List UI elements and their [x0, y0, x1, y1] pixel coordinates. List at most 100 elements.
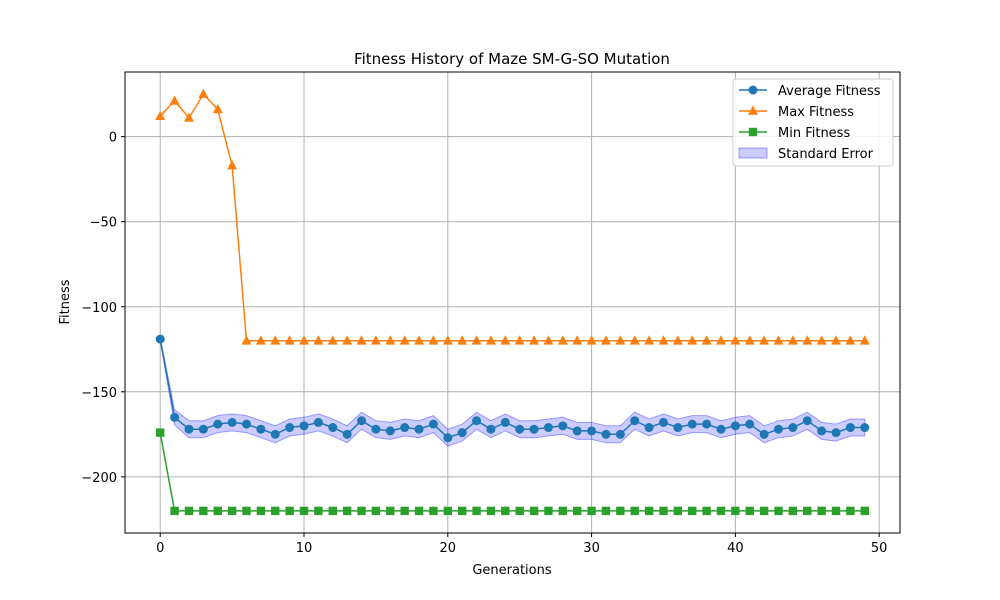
min-fitness-point — [745, 506, 754, 516]
average-fitness-point — [472, 416, 482, 426]
max-fitness-series — [155, 88, 870, 345]
min-fitness-point — [529, 506, 539, 516]
min-fitness-point — [429, 506, 438, 516]
min-fitness-point — [731, 506, 740, 516]
max-fitness-point — [270, 335, 281, 345]
max-fitness-point — [787, 335, 798, 345]
min-fitness-point — [544, 506, 553, 516]
average-fitness-point — [443, 433, 453, 443]
max-fitness-point — [241, 335, 252, 345]
legend-marker-average-fitness — [748, 85, 758, 95]
x-tick-label: 10 — [296, 541, 313, 556]
min-fitness-point — [400, 506, 409, 516]
min-fitness-point — [156, 428, 165, 437]
max-fitness-point — [471, 335, 482, 345]
legend-marker-max-fitness — [748, 105, 758, 115]
max-fitness-point — [370, 335, 381, 345]
average-fitness-point — [486, 424, 496, 434]
max-fitness-point — [500, 335, 511, 345]
min-fitness-point — [414, 506, 424, 516]
min-fitness-point — [227, 506, 237, 516]
max-fitness-point — [845, 335, 856, 345]
average-fitness-point — [644, 423, 654, 433]
average-fitness-point — [299, 421, 309, 431]
max-fitness-point — [514, 335, 525, 345]
min-fitness-point — [170, 506, 179, 516]
average-fitness-point — [774, 424, 784, 434]
average-fitness-point — [328, 423, 338, 433]
average-fitness-point — [558, 421, 568, 431]
average-fitness-point — [601, 429, 611, 439]
legend-marker-min-fitness — [748, 127, 758, 137]
standard-error-band-layer — [159, 337, 866, 447]
x-tick-label: 30 — [583, 541, 600, 556]
average-fitness-point — [630, 416, 640, 426]
min-fitness-point — [342, 506, 352, 516]
min-fitness-point — [659, 506, 668, 516]
max-fitness-point — [557, 335, 568, 345]
average-fitness-point — [845, 423, 855, 433]
max-fitness-point — [586, 335, 597, 345]
average-fitness-point — [831, 428, 841, 438]
average-fitness-point — [745, 419, 755, 429]
min-fitness-series — [156, 428, 869, 516]
average-fitness-point — [673, 423, 683, 433]
average-fitness-point — [184, 424, 194, 434]
max-fitness-point — [342, 335, 353, 345]
average-fitness-point — [285, 423, 295, 433]
min-fitness-point — [213, 506, 222, 516]
series-layer — [155, 88, 870, 516]
y-axis-ticks: 0 −50 −100 −150 −200 — [81, 131, 125, 486]
legend-label-average-fitness: Average Fitness — [778, 84, 881, 99]
max-fitness-point — [672, 335, 683, 345]
average-fitness-point — [529, 424, 539, 434]
max-fitness-point — [313, 335, 324, 345]
average-fitness-point — [730, 421, 740, 431]
max-fitness-point — [155, 110, 166, 121]
max-fitness-point — [600, 335, 611, 345]
average-fitness-point — [198, 424, 208, 434]
average-fitness-point — [357, 416, 367, 426]
y-axis-label: Fitness — [58, 279, 73, 324]
min-fitness-point — [457, 506, 467, 516]
max-fitness-point — [859, 335, 870, 345]
min-fitness-point — [831, 506, 841, 516]
max-fitness-point — [442, 335, 453, 345]
min-fitness-point — [371, 506, 381, 516]
min-fitness-point — [486, 506, 496, 516]
max-fitness-point — [399, 335, 410, 345]
average-fitness-point — [500, 417, 510, 427]
average-fitness-point — [457, 428, 467, 438]
min-fitness-point — [501, 506, 510, 516]
x-tick-label: 20 — [440, 541, 457, 556]
max-fitness-point — [831, 335, 842, 345]
max-fitness-point — [212, 103, 223, 114]
max-fitness-point — [183, 112, 194, 122]
min-fitness-point — [716, 506, 726, 516]
max-fitness-point — [730, 335, 741, 345]
x-tick-label: 0 — [156, 541, 164, 556]
legend: Average Fitness Max Fitness Min Fitness Sta… — [732, 78, 894, 167]
average-fitness-point — [572, 426, 582, 436]
legend-label-max-fitness: Max Fitness — [778, 105, 854, 120]
average-fitness-point — [227, 417, 237, 427]
average-fitness-series — [155, 334, 870, 443]
min-fitness-point — [285, 506, 294, 516]
min-fitness-point — [558, 506, 568, 516]
min-fitness-point — [817, 506, 826, 516]
x-axis-ticks: 0 10 20 30 40 50 — [156, 533, 887, 556]
max-fitness-point — [385, 335, 396, 345]
legend-label-min-fitness: Min Fitness — [778, 126, 850, 141]
min-fitness-point — [256, 506, 266, 516]
min-fitness-point — [860, 506, 869, 516]
max-fitness-point — [169, 95, 180, 105]
max-fitness-point — [485, 335, 496, 345]
average-fitness-point — [313, 417, 323, 427]
plot-area-frame — [124, 71, 901, 534]
max-fitness-point — [529, 335, 540, 345]
min-fitness-point — [688, 506, 697, 516]
min-fitness-point — [357, 506, 366, 516]
average-fitness-point — [615, 429, 625, 439]
min-fitness-point — [443, 506, 452, 516]
average-fitness-point — [788, 423, 798, 433]
